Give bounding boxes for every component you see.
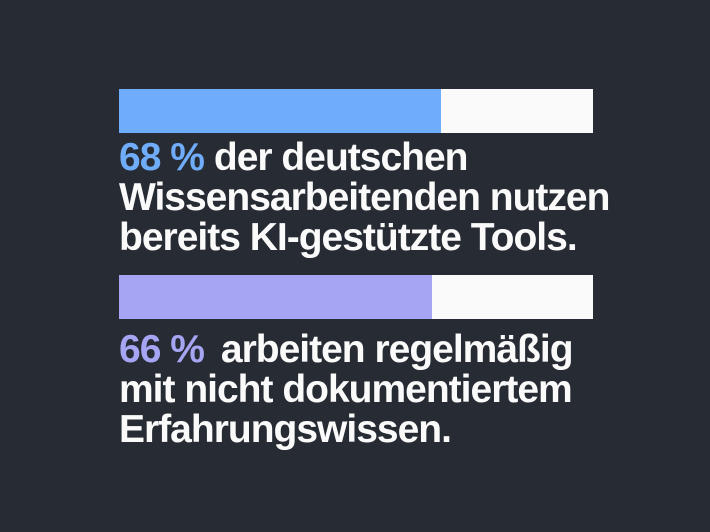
stat-caption-line: 68 % der deutschen — [119, 138, 639, 178]
stat-caption-line: Erfahrungswissen. — [119, 408, 452, 451]
stat-block-ki-tools: 68 % der deutschen Wissensarbeitenden nut… — [119, 89, 639, 258]
progress-bar-66 — [119, 275, 593, 319]
stat-value-68: 68 % — [119, 136, 205, 179]
stat-caption-line: mit nicht dokumentiertem — [119, 368, 573, 411]
stat-block-erfahrungswissen: 66 % arbeiten regelmäßig mit nicht dokume… — [119, 275, 639, 450]
stat-caption-66: 66 % arbeiten regelmäßig mit nicht dokume… — [119, 330, 639, 450]
progress-fill-68 — [119, 89, 442, 133]
stat-caption-line: 66 % arbeiten regelmäßig — [119, 330, 639, 370]
stat-caption-line: bereits KI-gestützte Tools. — [119, 216, 578, 259]
stat-text: arbeiten regelmäßig — [220, 328, 574, 371]
stat-value-66: 66 % — [119, 328, 205, 371]
stat-caption-line: Wissensarbeitenden nutzen — [119, 176, 610, 219]
stat-text: der deutschen — [213, 136, 469, 179]
progress-bar-68 — [119, 89, 593, 133]
stat-caption-68: 68 % der deutschen Wissensarbeitenden nut… — [119, 138, 639, 258]
progress-fill-66 — [119, 275, 432, 319]
